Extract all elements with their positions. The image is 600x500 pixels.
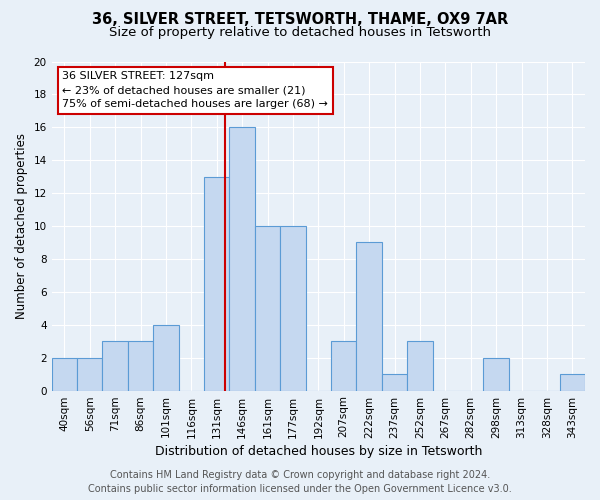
Bar	[103, 341, 128, 390]
Y-axis label: Number of detached properties: Number of detached properties	[15, 133, 28, 319]
Bar	[484, 358, 509, 390]
Bar	[407, 341, 433, 390]
Bar	[229, 128, 255, 390]
Bar	[52, 358, 77, 390]
Bar	[204, 176, 229, 390]
Text: Contains HM Land Registry data © Crown copyright and database right 2024.
Contai: Contains HM Land Registry data © Crown c…	[88, 470, 512, 494]
Bar	[153, 325, 179, 390]
Text: 36 SILVER STREET: 127sqm
← 23% of detached houses are smaller (21)
75% of semi-d: 36 SILVER STREET: 127sqm ← 23% of detach…	[62, 72, 328, 110]
Bar	[331, 341, 356, 390]
Text: Size of property relative to detached houses in Tetsworth: Size of property relative to detached ho…	[109, 26, 491, 39]
Text: 36, SILVER STREET, TETSWORTH, THAME, OX9 7AR: 36, SILVER STREET, TETSWORTH, THAME, OX9…	[92, 12, 508, 28]
Bar	[280, 226, 305, 390]
Bar	[382, 374, 407, 390]
Bar	[356, 242, 382, 390]
Bar	[128, 341, 153, 390]
Bar	[560, 374, 585, 390]
X-axis label: Distribution of detached houses by size in Tetsworth: Distribution of detached houses by size …	[155, 444, 482, 458]
Bar	[255, 226, 280, 390]
Bar	[77, 358, 103, 390]
